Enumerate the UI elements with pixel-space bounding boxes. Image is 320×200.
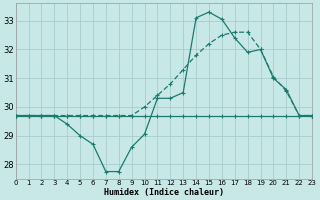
X-axis label: Humidex (Indice chaleur): Humidex (Indice chaleur): [104, 188, 224, 197]
